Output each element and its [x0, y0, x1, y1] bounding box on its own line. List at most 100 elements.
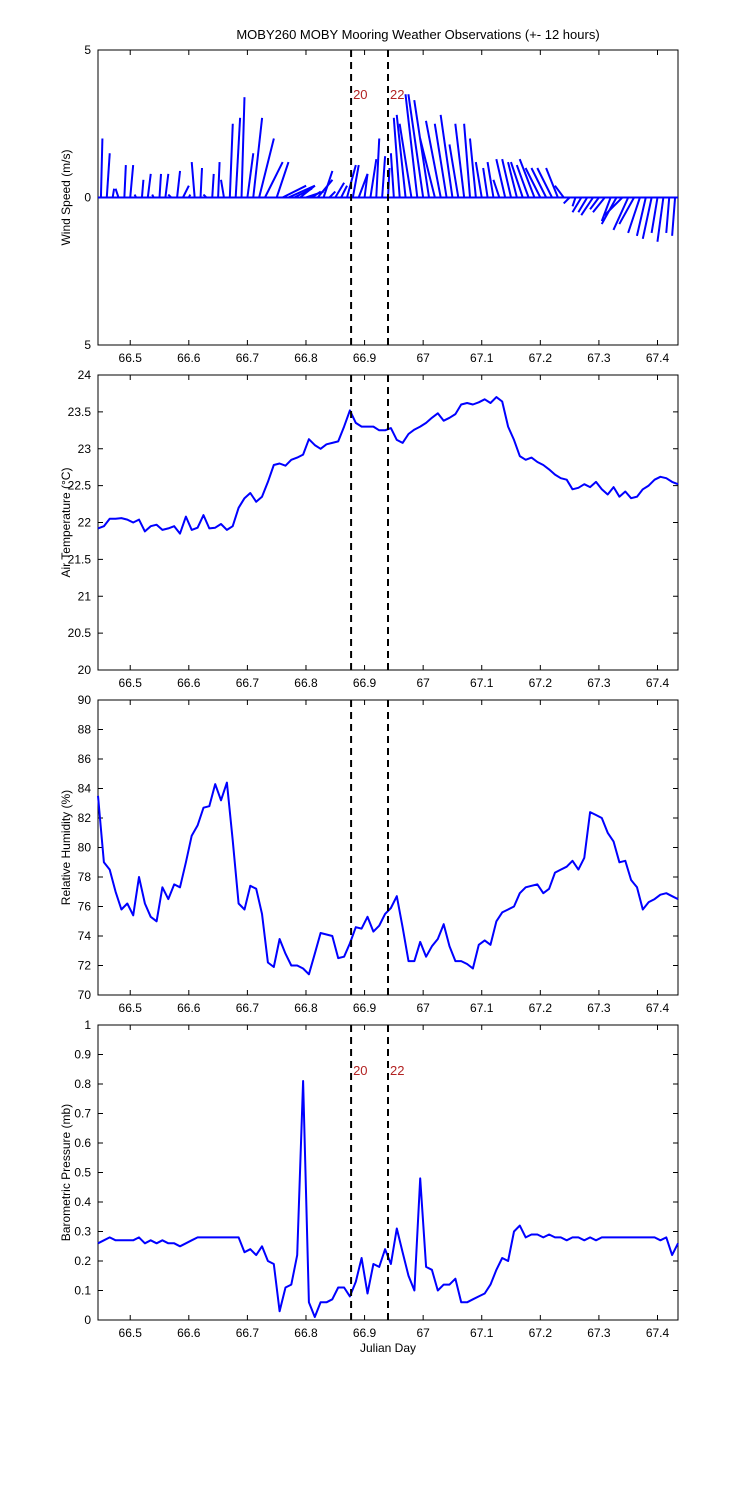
wind-vector	[641, 197, 653, 240]
x-tick-label: 67.1	[470, 1001, 494, 1015]
wind-vector	[375, 138, 381, 198]
wind-vector	[146, 173, 152, 198]
wind-vector	[123, 165, 127, 198]
wind-vector	[413, 100, 430, 198]
x-tick-label: 66.5	[119, 676, 143, 690]
wind-vector	[346, 164, 357, 198]
y-tick-label: 20.5	[68, 626, 92, 640]
panel-2: 66.5 66.6 66.7 66.8 66.9 67 67.1 67.2 67.3 67.4 20…	[59, 368, 679, 690]
wind-vector	[133, 194, 137, 198]
x-tick-label: 67	[416, 1326, 430, 1340]
wind-vector	[311, 190, 322, 199]
wind-vector	[363, 173, 369, 198]
wind-vector	[407, 94, 425, 198]
wind-vector	[228, 123, 234, 198]
figure-title: MOBY260 MOBY Mooring Weather Observation…	[236, 27, 599, 42]
y-tick-label: 1	[84, 1018, 91, 1032]
y-tick-label: 0.6	[74, 1136, 91, 1150]
x-tick-label: 66.7	[236, 1326, 260, 1340]
y-tick-label: 5	[84, 338, 91, 352]
y-tick-label: 20	[78, 663, 92, 677]
panel-4: 66.5 66.6 66.7 66.8 66.9 67 67.1 67.2 67.3 67.4 0 0…	[59, 1018, 679, 1355]
x-tick-label: 67	[416, 351, 430, 365]
x-tick-label: 67.2	[529, 1326, 553, 1340]
wind-vector	[635, 197, 647, 237]
x-tick-label: 67.3	[587, 1001, 611, 1015]
y-tick-label: 76	[78, 900, 92, 914]
wind-vector	[176, 170, 182, 198]
x-tick-label: 67.4	[646, 676, 670, 690]
wind-vector	[398, 123, 413, 198]
wind-vector	[164, 173, 170, 198]
x-tick-label: 66.8	[294, 1001, 318, 1015]
wind-vector	[246, 153, 255, 198]
wind-vector	[282, 184, 307, 199]
wind-vector	[182, 185, 190, 198]
y-tick-label: 82	[78, 811, 92, 825]
y-tick-label: 23	[78, 442, 92, 456]
event-label: 20	[353, 1063, 367, 1078]
x-tick-label: 66.5	[119, 1326, 143, 1340]
wind-vector	[252, 117, 264, 198]
wind-vector	[275, 161, 290, 198]
wind-vector	[264, 161, 284, 198]
wind-vector	[482, 167, 489, 198]
wind-vector	[287, 184, 316, 199]
wind-vector	[404, 94, 419, 198]
wind-vector	[328, 190, 337, 199]
y-tick-label: 22.5	[68, 479, 92, 493]
y-tick-label: 0.3	[74, 1225, 91, 1239]
wind-vector	[592, 196, 606, 213]
y-tick-label: 24	[78, 368, 92, 382]
y-axis-label: Barometric Pressure (mb)	[59, 1104, 73, 1241]
wind-vector	[105, 153, 111, 198]
panel-1: 66.5 66.6 66.7 66.8 66.9 67 67.1 67.2 67.3 67.4 5 0…	[59, 43, 679, 365]
wind-vector	[486, 161, 495, 198]
y-tick-label: 86	[78, 752, 92, 766]
wind-vector	[545, 167, 559, 198]
wind-vector	[258, 138, 275, 198]
y-tick-label: 0.4	[74, 1195, 91, 1209]
x-tick-label: 67.3	[587, 351, 611, 365]
wind-vector	[351, 164, 360, 198]
wind-vector	[571, 196, 583, 213]
wind-vector	[495, 158, 507, 198]
wind-vector	[187, 194, 192, 198]
x-tick-label: 67.3	[587, 1326, 611, 1340]
wind-vector	[589, 196, 600, 210]
x-tick-label: 66.7	[236, 351, 260, 365]
x-tick-label: 66.9	[353, 351, 377, 365]
y-tick-label: 80	[78, 841, 92, 855]
y-tick-label: 0.1	[74, 1284, 91, 1298]
wind-vector	[240, 97, 246, 198]
wind-vector	[419, 138, 436, 198]
x-tick-label: 67.2	[529, 676, 553, 690]
y-tick-label: 74	[78, 929, 92, 943]
y-tick-label: 0.7	[74, 1107, 91, 1121]
y-tick-label: 0	[84, 191, 91, 205]
wind-vector	[509, 161, 524, 198]
x-tick-label: 66.6	[177, 1001, 201, 1015]
wind-vector	[234, 117, 242, 198]
x-tick-label: 66.6	[177, 676, 201, 690]
wind-vector	[650, 197, 659, 234]
x-tick-label: 66.8	[294, 1326, 318, 1340]
wind-vector	[299, 184, 316, 199]
wind-vector	[656, 197, 665, 242]
wind-vector	[563, 196, 571, 205]
wind-vector	[671, 197, 677, 236]
wind-vector	[389, 153, 395, 198]
y-axis-label: Relative Humidity (%)	[59, 790, 73, 905]
x-tick-label: 66.9	[353, 676, 377, 690]
wind-vector	[334, 182, 345, 199]
wind-vector	[158, 173, 162, 198]
event-label: 22	[390, 87, 404, 102]
wind-vector	[536, 167, 553, 198]
x-tick-label: 67.1	[470, 676, 494, 690]
wind-vector	[448, 144, 460, 198]
wind-vector	[600, 197, 612, 222]
wind-vector	[439, 114, 454, 198]
x-tick-label: 67.4	[646, 1001, 670, 1015]
wind-vector	[340, 185, 348, 198]
x-tick-label: 67.2	[529, 1001, 553, 1015]
